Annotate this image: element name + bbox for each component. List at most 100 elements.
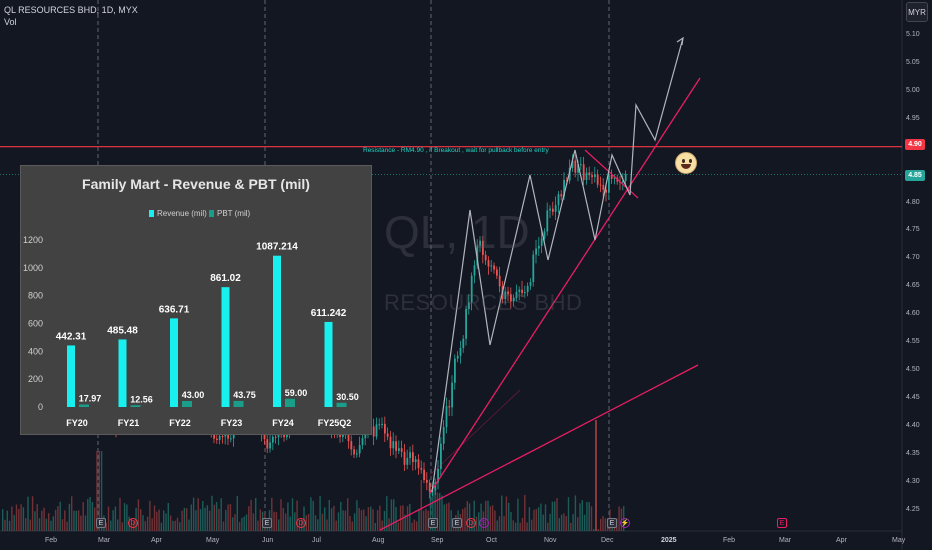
y-axis-label: 4.65 (906, 282, 920, 290)
volume-bar (558, 518, 560, 531)
volume-bar (123, 503, 126, 531)
y-axis-label: 4.60 (906, 310, 920, 318)
volume-bar (583, 514, 586, 531)
dividend-event-marker[interactable]: D (128, 518, 138, 528)
earnings-event-marker[interactable]: E (96, 518, 106, 528)
earnings-event-marker[interactable]: E (262, 518, 272, 528)
candle-body (350, 441, 353, 450)
revenue-data-label: 611.242 (311, 308, 347, 319)
volume-bar (439, 492, 441, 531)
dividend-event-marker[interactable]: D (296, 518, 306, 528)
earnings-event-marker[interactable]: E (607, 518, 617, 528)
volume-bar (38, 518, 41, 531)
volume-bar (340, 501, 342, 531)
volume-bar (397, 522, 399, 531)
candle-body (504, 291, 507, 300)
candle-body (552, 208, 554, 212)
candle-body (560, 194, 563, 197)
inset-y-tick-label: 0 (38, 402, 43, 412)
x-axis-label: Sep (431, 537, 444, 544)
candle-body (571, 160, 574, 168)
volume-bar (110, 520, 112, 531)
volume-bar (324, 507, 326, 531)
volume-bar (22, 507, 25, 531)
candle-body (582, 164, 585, 180)
watermark-name: RESOURCES BHD (384, 290, 583, 315)
volume-bar (321, 513, 324, 531)
y-axis-label: 4.45 (906, 393, 920, 401)
legend-pbt-label: PBT (mil) (217, 209, 251, 218)
candle-body (608, 175, 610, 193)
volume-bar (429, 489, 432, 531)
candle-body (218, 435, 221, 440)
volume-bar (404, 514, 406, 531)
earnings-event-marker[interactable]: E (452, 518, 462, 528)
volume-bar (96, 451, 98, 531)
volume-bar (61, 519, 64, 531)
candle-body (605, 189, 607, 193)
split-event-marker[interactable]: ⚡ (620, 518, 630, 528)
volume-bar (317, 519, 319, 531)
candle-body (473, 265, 476, 276)
legend-pbt: PBT (mil) (209, 209, 250, 218)
volume-bar (305, 515, 307, 531)
candle-body (428, 482, 431, 492)
volume-bar (243, 516, 245, 531)
y-axis-label: 4.70 (906, 254, 920, 262)
candle-body (356, 453, 358, 455)
family-mart-chart-panel[interactable]: Family Mart - Revenue & PBT (mil) Revenu… (20, 165, 372, 435)
x-axis-label: Apr (151, 537, 162, 544)
volume-bar (144, 521, 146, 531)
revenue-data-label: 861.02 (210, 273, 241, 284)
candle-body (538, 245, 540, 249)
symbol-title: QL RESOURCES BHD, 1D, MYX (4, 5, 138, 15)
candle-body (216, 438, 218, 440)
volume-bar (126, 504, 128, 531)
volume-bar (232, 517, 234, 531)
volume-bar (501, 495, 503, 531)
volume-bar (485, 500, 487, 531)
candle-body (524, 292, 526, 294)
volume-bar (551, 501, 554, 531)
volume-bar (406, 506, 409, 531)
volume-bar (347, 498, 349, 531)
volume-bar (4, 519, 6, 531)
earnings-upcoming-event-marker[interactable]: E (777, 518, 787, 528)
candle-body (451, 382, 453, 408)
candle-body (381, 423, 383, 425)
volume-bar (238, 522, 241, 531)
volume-bar (413, 519, 416, 531)
volume-bar (220, 498, 222, 531)
volume-bar (333, 505, 335, 531)
candle-body (613, 177, 616, 179)
volume-bar (176, 517, 179, 531)
candle-body (540, 238, 543, 246)
volume-bar (448, 502, 450, 531)
volume-bar (225, 509, 227, 531)
volume-bar (142, 515, 144, 531)
volume-bar (112, 510, 114, 531)
volume-bar (432, 481, 434, 531)
volume-bar (50, 520, 52, 531)
category-label: FY20 (66, 418, 88, 428)
candle-body (445, 406, 448, 428)
volume-bar (521, 517, 524, 531)
candle-body (624, 173, 627, 182)
candle-body (434, 482, 437, 491)
candle-body (521, 289, 523, 294)
x-axis-label: Jul (312, 537, 321, 544)
volume-bar (114, 506, 117, 531)
earnings-event-marker[interactable]: E (428, 518, 438, 528)
revenue-bar (170, 318, 178, 407)
volume-bar (356, 500, 358, 531)
volume-bar (31, 496, 34, 531)
split-event-marker[interactable]: S (479, 518, 489, 528)
volume-bar (443, 504, 445, 531)
volume-bar (517, 498, 519, 531)
dividend-event-marker[interactable]: D (466, 518, 476, 528)
candle-body (389, 436, 392, 449)
volume-bar (188, 519, 190, 531)
candle-body (602, 184, 605, 190)
candle-body (423, 469, 425, 480)
currency-button[interactable]: MYR (906, 2, 928, 22)
